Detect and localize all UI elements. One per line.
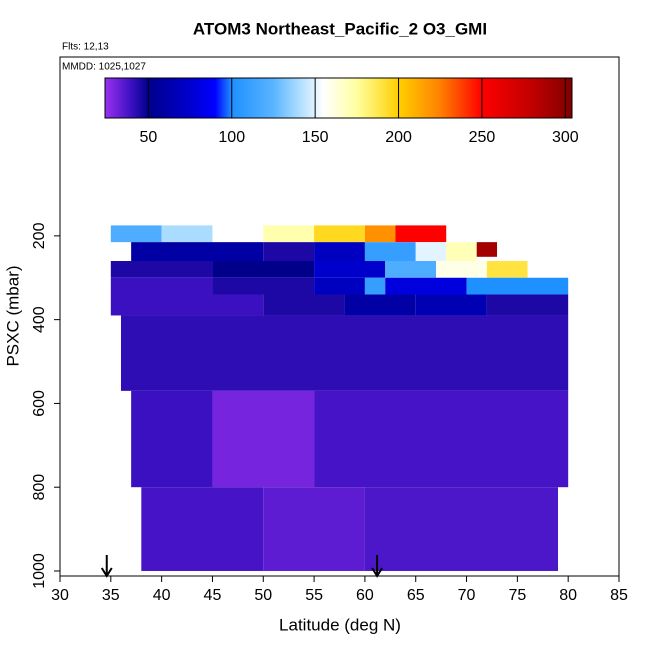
x-tick-label: 35	[102, 587, 120, 604]
x-tick-label: 70	[458, 587, 476, 604]
cell	[364, 277, 386, 295]
cell	[131, 390, 213, 488]
cell	[486, 294, 569, 316]
cell	[141, 487, 264, 571]
cell	[212, 277, 315, 295]
y-tick-label: 200	[31, 222, 48, 249]
cell	[131, 242, 264, 261]
x-tick-label: 45	[204, 587, 222, 604]
y-tick-label: 600	[31, 390, 48, 417]
cell	[385, 260, 437, 278]
colorbar-tick-label: 200	[385, 129, 412, 146]
x-tick-label: 55	[305, 587, 323, 604]
cell	[364, 242, 416, 261]
y-tick-label: 1000	[31, 553, 48, 589]
cell	[110, 294, 264, 316]
annotation: MMDD: 1025,1027	[62, 62, 146, 73]
cell	[110, 225, 162, 243]
plot-frame	[59, 56, 620, 577]
cell	[466, 277, 569, 295]
cell	[415, 242, 447, 261]
cell	[364, 225, 396, 243]
cell	[263, 294, 345, 316]
colorbar-tick-label: 100	[218, 129, 245, 146]
x-tick-label: 30	[51, 587, 69, 604]
x-axis-label: Latitude (deg N)	[279, 615, 401, 634]
cell	[263, 487, 365, 571]
colorbar	[104, 77, 573, 119]
cell	[110, 260, 213, 278]
cell	[344, 294, 416, 316]
cell	[415, 294, 487, 316]
cell	[486, 260, 528, 278]
cell	[364, 487, 559, 571]
annotation: Flts: 12,13	[62, 42, 109, 53]
x-tick-label: 65	[407, 587, 425, 604]
colorbar-tick-label: 150	[302, 129, 329, 146]
cell	[263, 242, 315, 261]
arrow	[371, 555, 383, 578]
arrow	[100, 555, 113, 578]
cell	[314, 260, 386, 278]
cell	[212, 260, 315, 278]
y-tick-label: 400	[31, 306, 48, 333]
x-tick-label: 40	[153, 587, 171, 604]
cell	[314, 277, 365, 295]
colorbar-tick-label: 50	[139, 129, 157, 146]
x-tick-label: 50	[254, 587, 272, 604]
cell	[314, 242, 365, 261]
y-tick-label: 800	[31, 474, 48, 501]
cell	[385, 277, 467, 295]
cell	[212, 390, 315, 488]
chart-title: ATOM3 Northeast_Pacific_2 O3_GMI	[193, 19, 487, 38]
cell	[161, 225, 213, 243]
cell	[263, 225, 315, 243]
cell	[446, 242, 477, 261]
colorbar-tick-label: 300	[552, 129, 579, 146]
x-tick-label: 80	[559, 587, 577, 604]
cell	[314, 390, 569, 488]
x-tick-label: 75	[508, 587, 526, 604]
cell	[314, 225, 365, 243]
cell	[476, 242, 498, 257]
cell	[436, 260, 487, 278]
cell	[212, 225, 264, 243]
x-tick-label: 60	[356, 587, 374, 604]
x-tick-label: 85	[610, 587, 628, 604]
cell	[395, 225, 447, 243]
cell	[110, 277, 213, 295]
colorbar-tick-label: 250	[469, 129, 496, 146]
y-axis-label: PSXC (mbar)	[3, 265, 22, 366]
cell	[120, 315, 569, 391]
